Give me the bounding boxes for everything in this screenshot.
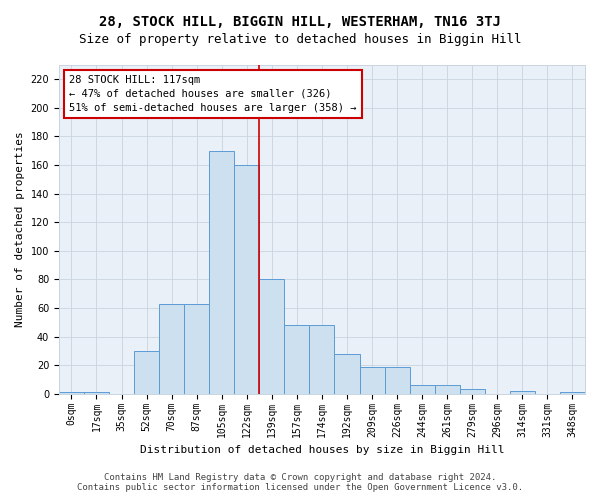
Bar	[434, 385, 460, 394]
Text: Size of property relative to detached houses in Biggin Hill: Size of property relative to detached ho…	[79, 32, 521, 46]
Bar	[385, 366, 410, 394]
X-axis label: Distribution of detached houses by size in Biggin Hill: Distribution of detached houses by size …	[140, 445, 504, 455]
Bar	[334, 354, 359, 394]
Bar	[460, 390, 485, 394]
Bar	[234, 165, 259, 394]
Bar	[134, 351, 159, 394]
Bar	[359, 366, 385, 394]
Bar	[159, 304, 184, 394]
Bar	[259, 280, 284, 394]
Bar	[410, 385, 434, 394]
Text: Contains HM Land Registry data © Crown copyright and database right 2024.
Contai: Contains HM Land Registry data © Crown c…	[77, 473, 523, 492]
Y-axis label: Number of detached properties: Number of detached properties	[15, 132, 25, 328]
Bar	[84, 392, 109, 394]
Text: 28 STOCK HILL: 117sqm
← 47% of detached houses are smaller (326)
51% of semi-det: 28 STOCK HILL: 117sqm ← 47% of detached …	[70, 75, 357, 113]
Text: 28, STOCK HILL, BIGGIN HILL, WESTERHAM, TN16 3TJ: 28, STOCK HILL, BIGGIN HILL, WESTERHAM, …	[99, 15, 501, 29]
Bar	[284, 325, 310, 394]
Bar	[560, 392, 585, 394]
Bar	[510, 391, 535, 394]
Bar	[184, 304, 209, 394]
Bar	[310, 325, 334, 394]
Bar	[209, 151, 234, 394]
Bar	[59, 392, 84, 394]
